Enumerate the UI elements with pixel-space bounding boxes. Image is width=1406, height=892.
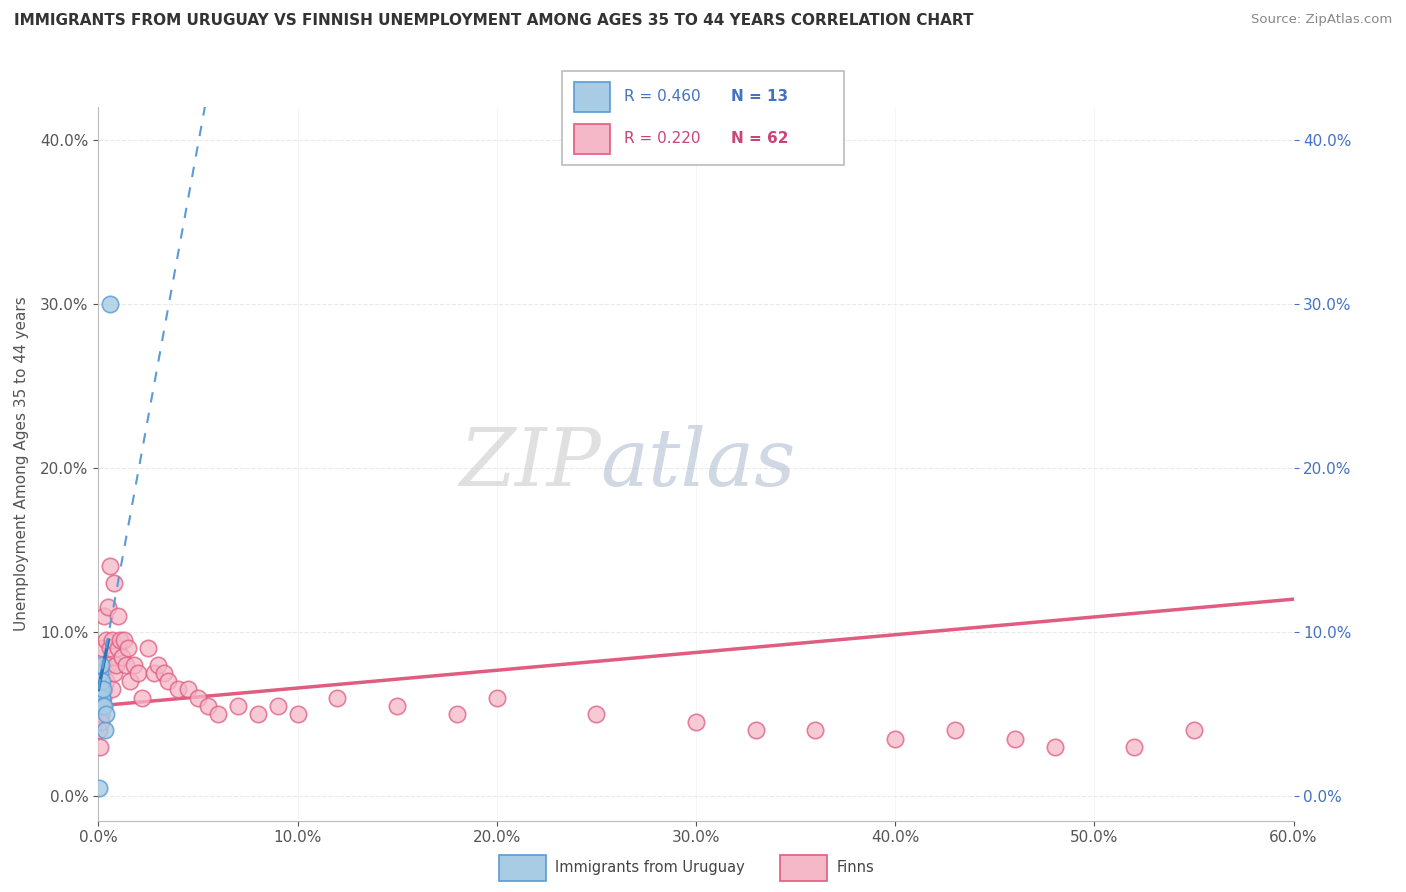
Point [326,690,349,705]
Point [1123,739,1146,754]
Point [89,690,111,705]
Text: R = 0.460: R = 0.460 [624,89,700,104]
Point [93,682,115,697]
Point [90,715,112,730]
Point [226,698,249,713]
Point [745,723,768,738]
Point [93,698,115,713]
Text: atlas: atlas [600,425,796,502]
FancyBboxPatch shape [574,124,610,153]
Point [89,780,111,795]
Point [485,690,508,705]
Point [1182,723,1205,738]
Y-axis label: Unemployment Among Ages 35 to 44 years: Unemployment Among Ages 35 to 44 years [14,296,30,632]
Text: Source: ZipAtlas.com: Source: ZipAtlas.com [1251,13,1392,27]
Text: N = 13: N = 13 [731,89,789,104]
Point [103,575,125,590]
Point [157,674,180,689]
Point [107,641,129,656]
Point [100,297,122,311]
Point [96,706,118,721]
Point [207,706,229,721]
Point [97,600,120,615]
Point [89,739,111,754]
Point [267,698,290,713]
Point [111,649,134,664]
Point [287,706,309,721]
Point [197,698,219,713]
Point [87,723,110,738]
Point [117,641,139,656]
Point [91,698,114,713]
Point [585,706,607,721]
Point [385,698,409,713]
Text: R = 0.220: R = 0.220 [624,131,700,146]
Point [167,682,190,697]
Point [685,715,707,730]
Point [105,657,128,672]
Point [115,657,138,672]
Point [131,690,153,705]
Point [1043,739,1066,754]
Point [94,723,117,738]
Point [112,633,135,648]
Point [177,682,200,697]
Point [90,706,112,721]
Text: Immigrants from Uruguay: Immigrants from Uruguay [555,861,745,875]
Point [107,608,129,623]
Point [93,657,115,672]
Point [110,633,132,648]
Point [884,731,907,746]
Point [93,682,115,697]
Point [91,641,114,656]
Point [91,698,114,713]
Point [96,633,118,648]
Point [89,665,111,680]
Point [187,690,209,705]
Point [101,633,124,648]
Point [89,690,111,705]
Point [127,665,149,680]
Point [246,706,269,721]
Text: N = 62: N = 62 [731,131,789,146]
Point [804,723,827,738]
Point [89,698,111,713]
Point [91,674,114,689]
Point [136,641,159,656]
Text: IMMIGRANTS FROM URUGUAY VS FINNISH UNEMPLOYMENT AMONG AGES 35 TO 44 YEARS CORREL: IMMIGRANTS FROM URUGUAY VS FINNISH UNEMP… [14,13,973,29]
Point [1004,731,1026,746]
Point [97,657,120,672]
Point [446,706,468,721]
Point [143,665,166,680]
Text: Finns: Finns [837,861,875,875]
Point [100,559,122,574]
Point [96,674,118,689]
Point [943,723,966,738]
Point [91,690,114,705]
Point [120,674,142,689]
Text: ZIP: ZIP [458,425,600,502]
Point [103,665,125,680]
Point [90,682,112,697]
Point [153,665,176,680]
Point [100,641,122,656]
Point [93,608,115,623]
Point [148,657,170,672]
Point [93,690,115,705]
Point [124,657,146,672]
FancyBboxPatch shape [574,82,610,112]
Point [101,682,124,697]
Point [90,657,112,672]
